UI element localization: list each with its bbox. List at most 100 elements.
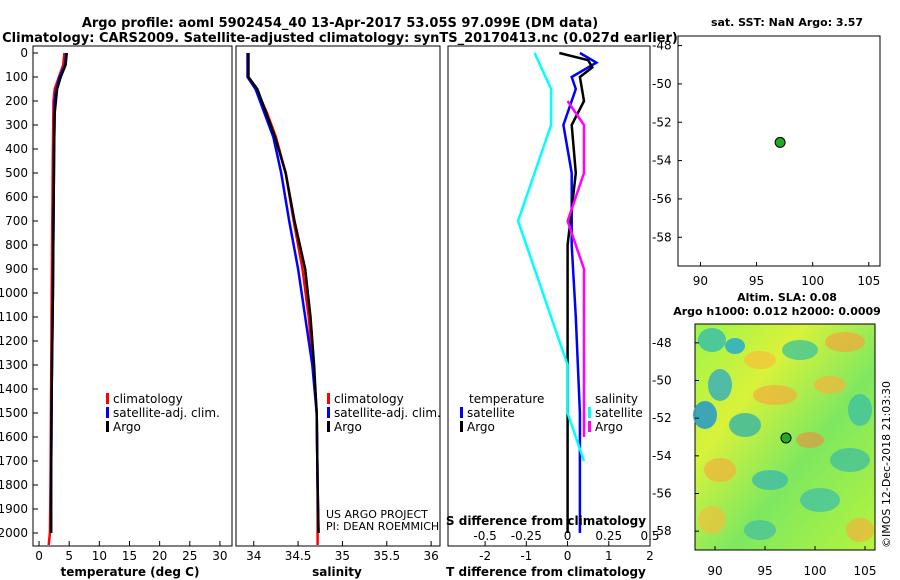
s-diff-tick-label: -0.5 — [473, 529, 496, 543]
s-diff-tick-label: 0 — [564, 529, 572, 543]
t-difference-xlabel: T difference from climatology — [446, 565, 646, 579]
salinity-tick-label: 34.5 — [285, 549, 312, 563]
salinity-tick-label: 36 — [423, 549, 438, 563]
temperature-tick-label: 25 — [182, 549, 197, 563]
depth-tick-label: 900 — [5, 262, 28, 276]
legend-swatch-argo — [106, 421, 109, 432]
lon-tick-label: 90 — [693, 274, 708, 288]
legend-swatch-argo — [327, 421, 330, 432]
temperature-tick-label: 5 — [65, 549, 73, 563]
difference-frame — [447, 45, 651, 547]
lat-tick-label: -48 — [652, 336, 672, 350]
series-line-temperature-satellite — [562, 51, 599, 533]
header-line-2: Climatology: CARS2009. Satellite-adjuste… — [2, 31, 678, 46]
depth-tick-label: 1200 — [0, 334, 28, 348]
depth-tick-label: 1300 — [0, 358, 28, 372]
lat-tick-label: -54 — [652, 154, 672, 168]
temperature-xlabel: temperature (deg C) — [61, 565, 200, 579]
depth-tick-label: 1400 — [0, 382, 28, 396]
depth-tick-label: 600 — [5, 190, 28, 204]
legend-swatch-climatology — [106, 393, 109, 404]
t-diff-tick-label: -1 — [520, 549, 532, 563]
temperature-tick-label: 10 — [92, 549, 107, 563]
sst-map-frame — [677, 35, 881, 267]
temperature-legend: climatology satellite-adj. clim. Argo — [106, 392, 220, 434]
series-line-temperature-argo — [558, 51, 594, 533]
argo-location-marker — [780, 432, 792, 444]
depth-tick-label: 1800 — [0, 478, 28, 492]
imos-watermark: ©IMOS 12-Dec-2018 21:03:30 — [880, 381, 893, 548]
legend-swatch-climatology — [327, 393, 330, 404]
lon-tick-label: 100 — [801, 274, 824, 288]
sla-map-title: Altim. SLA: 0.08 — [737, 291, 837, 304]
lon-tick-label: 95 — [757, 564, 772, 578]
depth-tick-label: 1900 — [0, 502, 28, 516]
lat-tick-label: -50 — [652, 374, 672, 388]
legend-swatch-satellite — [327, 407, 330, 418]
salinity-panel: 34 34.5 35 35.5 36 salinity climatology sate… — [235, 45, 441, 579]
depth-tick-label: 700 — [5, 214, 28, 228]
header-line-1: Argo profile: aoml 5902454_40 13-Apr-201… — [82, 16, 598, 31]
t-diff-tick-label: 2 — [646, 549, 654, 563]
legend-label-s-satellite: satellite — [595, 406, 643, 420]
temperature-tick-label: 0 — [35, 549, 43, 563]
lon-tick-label: 105 — [854, 564, 877, 578]
legend-label-climatology: climatology — [113, 392, 183, 406]
sla-map-subtitle: Argo h1000: 0.012 h2000: 0.0009 — [673, 305, 881, 318]
legend-label-satellite: satellite-adj. clim. — [113, 406, 220, 420]
temperature-frame — [32, 45, 233, 547]
lat-tick-label: -52 — [652, 115, 672, 129]
salinity-tick-label: 34 — [246, 549, 261, 563]
legend-swatch-s-argo — [588, 421, 591, 432]
legend-title-salinity: salinity — [595, 392, 638, 406]
lon-tick-label: 90 — [707, 564, 722, 578]
lat-tick-label: -56 — [652, 192, 672, 206]
lat-tick-label: -48 — [652, 39, 672, 53]
argo-location-marker — [774, 136, 786, 148]
t-diff-tick-label: 1 — [605, 549, 613, 563]
lon-tick-label: 100 — [804, 564, 827, 578]
temperature-tick-label: 20 — [152, 549, 167, 563]
depth-tick-label: 500 — [5, 166, 28, 180]
depth-tick-label: 300 — [5, 118, 28, 132]
temperature-tick-label: 15 — [122, 549, 137, 563]
difference-panel: -2 -1 0 1 2 -0.5 -0.25 0 0.25 0.5 S difference f… — [446, 45, 660, 579]
depth-tick-label: 100 — [5, 70, 28, 84]
temperature-tick-label: 30 — [212, 549, 227, 563]
depth-tick-label: 1600 — [0, 430, 28, 444]
legend-swatch-s-satellite — [588, 407, 591, 418]
lat-tick-label: -58 — [652, 230, 672, 244]
sst-map-title: sat. SST: NaN Argo: 3.57 — [711, 16, 863, 29]
depth-tick-label: 400 — [5, 142, 28, 156]
salinity-tick-label: 35 — [335, 549, 350, 563]
credit-line-1: US ARGO PROJECT — [326, 508, 428, 521]
temperature-panel: 0100200300400500600700800900100011001200… — [0, 45, 233, 579]
legend-label-t-satellite: satellite — [467, 406, 515, 420]
lat-tick-label: -50 — [652, 77, 672, 91]
s-difference-label: S difference from climatology — [446, 514, 646, 528]
salinity-tick-label: 35.5 — [373, 549, 400, 563]
lat-tick-label: -54 — [652, 449, 672, 463]
difference-legend-salinity: salinity satellite Argo — [588, 392, 643, 434]
legend-label-s-argo: Argo — [595, 420, 623, 434]
credit-line-2: PI: DEAN ROEMMICH — [326, 520, 439, 533]
legend-label-argo: Argo — [113, 420, 141, 434]
depth-tick-label: 800 — [5, 238, 28, 252]
lat-tick-label: -52 — [652, 411, 672, 425]
legend-swatch-satellite — [106, 407, 109, 418]
t-diff-tick-label: 0 — [564, 549, 572, 563]
legend-label-t-argo: Argo — [467, 420, 495, 434]
depth-tick-label: 200 — [5, 94, 28, 108]
legend-swatch-t-satellite — [460, 407, 463, 418]
legend-swatch-t-argo — [460, 421, 463, 432]
legend-label-satellite: satellite-adj. clim. — [334, 406, 441, 420]
lat-tick-label: -56 — [652, 487, 672, 501]
depth-tick-label: 1500 — [0, 406, 28, 420]
difference-legend-temperature: temperature satellite Argo — [460, 392, 544, 434]
depth-tick-label: 2000 — [0, 526, 28, 540]
lon-tick-label: 105 — [857, 274, 880, 288]
series-line-argo — [247, 53, 320, 534]
depth-tick-label: 0 — [20, 46, 28, 60]
sla-map: Altim. SLA: 0.08 Argo h1000: 0.012 h2000… — [652, 291, 881, 578]
